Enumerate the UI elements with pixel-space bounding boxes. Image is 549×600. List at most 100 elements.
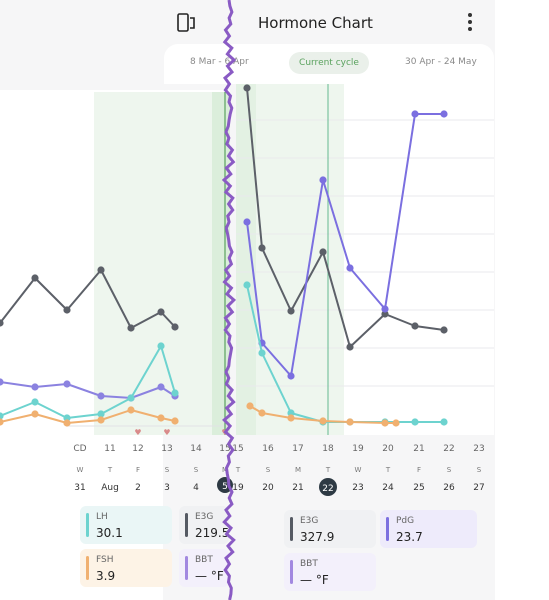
right-fsh-point (392, 419, 400, 427)
right-lh-point (258, 349, 266, 357)
torn-edge-divider (222, 0, 236, 600)
right-e3g-point (411, 322, 419, 330)
right-e3g-point (440, 326, 448, 334)
card-label: BBT (195, 555, 213, 565)
left-weekday-label: F (136, 466, 140, 474)
phone-sync-icon[interactable] (176, 12, 198, 34)
left-e3g-grey-point (171, 323, 179, 331)
card-label: FSH (96, 555, 114, 565)
right-day-label: 22 (443, 444, 454, 454)
left-day-label: 14 (190, 444, 202, 454)
left-weekday-label: S (194, 466, 199, 474)
left-lh-point (97, 410, 105, 418)
right-weekday-label: T (385, 466, 391, 474)
right-lh-point (440, 418, 448, 426)
left-e3g-grey-point (63, 306, 71, 314)
more-options-icon[interactable] (464, 12, 476, 32)
left-card-e3g[interactable]: E3G 219.5 (179, 506, 229, 544)
right-pdg-point (287, 372, 295, 380)
left-pdg-point (0, 378, 4, 386)
right-pdg-line (246, 113, 444, 377)
left-date-label: 31 (74, 483, 85, 493)
right-day-label: 16 (262, 444, 274, 454)
right-fsh-point (246, 402, 254, 410)
right-date-label: 27 (473, 483, 484, 493)
current-cycle-tab[interactable]: Current cycle (289, 52, 369, 74)
card-color-bar (86, 556, 89, 580)
left-weekday-label: M (222, 466, 228, 474)
right-e3g-point (287, 307, 295, 315)
left-weekday-label: W (77, 466, 84, 474)
right-fsh-point (319, 417, 327, 425)
right-date-label: 23 (352, 483, 363, 493)
right-date-label: 19 (232, 483, 244, 493)
right-card-e3g[interactable]: E3G 327.9 (284, 510, 376, 548)
card-color-bar (185, 513, 188, 537)
card-color-bar (290, 517, 293, 541)
left-lh-point (31, 398, 39, 406)
left-date-label: 3 (164, 483, 170, 493)
right-selected-date: 22 (322, 484, 333, 494)
card-label: E3G (300, 516, 319, 526)
left-card-lh[interactable]: LH 30.1 (80, 506, 172, 544)
right-lh-point (287, 409, 295, 417)
right-e3g-point (258, 244, 266, 252)
right-e3g-point (243, 84, 251, 92)
left-e3g-grey-point (157, 308, 165, 316)
left-date-label: 2 (135, 483, 141, 493)
right-date-label: 20 (262, 483, 274, 493)
right-pdg-point (381, 305, 389, 313)
right-date-label: 25 (413, 483, 424, 493)
left-date-label: Aug (101, 483, 119, 493)
right-fsh-point (346, 418, 354, 426)
right-pdg-point (319, 176, 327, 184)
heart-icon: ♥ (163, 428, 170, 437)
right-day-label: 15 (232, 444, 243, 454)
right-card-pdg[interactable]: PdG 23.7 (380, 510, 477, 548)
left-day-label: 13 (161, 444, 172, 454)
left-lh-point (157, 342, 165, 350)
right-card-bbt[interactable]: BBT — °F (284, 553, 376, 591)
left-weekday-label: T (107, 466, 113, 474)
right-pdg-point (440, 110, 448, 118)
left-pdg-point (157, 383, 165, 391)
previous-cycle-link[interactable]: 8 Mar - 6 Apr (190, 57, 249, 67)
card-color-bar (185, 556, 188, 580)
right-lh-point (243, 281, 251, 289)
card-label: BBT (300, 559, 318, 569)
card-value: 23.7 (396, 530, 423, 544)
right-weekday-label: M (295, 466, 301, 474)
right-weekday-label: F (417, 466, 421, 474)
card-value: — °F (300, 573, 329, 587)
left-fsh-point (171, 417, 179, 425)
left-e3g-grey-point (97, 266, 105, 274)
right-day-label: 19 (352, 444, 364, 454)
right-pdg-point (243, 218, 251, 226)
left-pdg-point (63, 380, 71, 388)
right-pdg-point (346, 264, 354, 272)
left-weekday-label: S (165, 466, 170, 474)
right-weekday-label: S (447, 466, 452, 474)
left-fsh-point (97, 416, 105, 424)
right-date-label: 26 (443, 483, 455, 493)
right-pdg-point (411, 110, 419, 118)
card-value: 327.9 (300, 530, 335, 544)
card-value: 30.1 (96, 526, 123, 540)
left-selected-date: 5 (222, 482, 228, 492)
right-day-label: 23 (473, 444, 484, 454)
left-lh-point (171, 389, 179, 397)
right-day-label: 20 (382, 444, 394, 454)
card-label: E3G (195, 512, 214, 522)
right-peak-window (236, 84, 256, 435)
left-card-fsh[interactable]: FSH 3.9 (80, 549, 172, 587)
card-value: — °F (195, 569, 224, 583)
left-card-bbt[interactable]: BBT — °F (179, 549, 229, 587)
right-day-label: 17 (292, 444, 303, 454)
next-cycle-link[interactable]: 30 Apr - 24 May (405, 57, 477, 67)
right-weekday-label: T (235, 466, 241, 474)
left-pdg-point (97, 392, 105, 400)
right-fsh-point (381, 419, 389, 427)
card-label: PdG (396, 516, 415, 526)
right-date-label: 21 (292, 483, 303, 493)
left-fsh-point (127, 406, 135, 414)
